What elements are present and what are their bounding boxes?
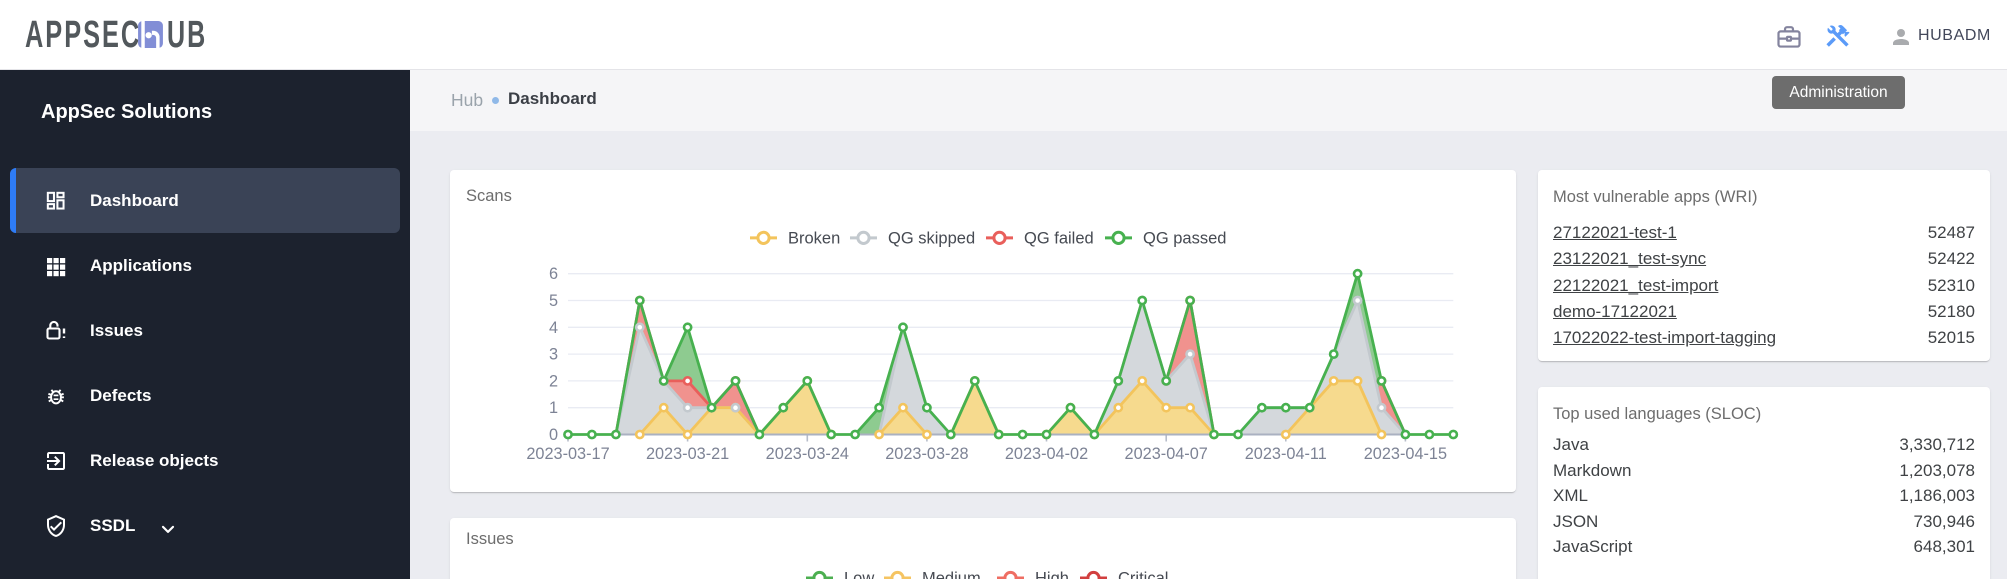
svg-text:Medium: Medium: [922, 570, 981, 579]
svg-text:2023-04-11: 2023-04-11: [1245, 445, 1327, 463]
svg-text:2023-03-21: 2023-03-21: [646, 445, 729, 463]
svg-text:QG skipped: QG skipped: [888, 230, 975, 248]
svg-text:3: 3: [549, 346, 558, 364]
svg-text:2023-03-17: 2023-03-17: [526, 445, 609, 463]
svg-text:5: 5: [549, 292, 558, 310]
svg-text:QG failed: QG failed: [1024, 230, 1094, 248]
svg-text:QG passed: QG passed: [1143, 230, 1226, 248]
svg-text:6: 6: [549, 265, 558, 283]
svg-text:Critical: Critical: [1118, 570, 1168, 579]
svg-text:Low: Low: [844, 570, 874, 579]
svg-text:0: 0: [549, 426, 558, 444]
svg-text:2023-04-07: 2023-04-07: [1125, 445, 1208, 463]
svg-text:2023-04-15: 2023-04-15: [1364, 445, 1447, 463]
svg-text:2023-04-02: 2023-04-02: [1005, 445, 1088, 463]
svg-text:1: 1: [549, 399, 558, 417]
svg-text:High: High: [1035, 570, 1069, 579]
svg-text:2: 2: [549, 372, 558, 390]
svg-text:Broken: Broken: [788, 230, 840, 248]
svg-text:2023-03-24: 2023-03-24: [766, 445, 849, 463]
svg-text:2023-03-28: 2023-03-28: [885, 445, 968, 463]
svg-text:4: 4: [549, 319, 558, 337]
